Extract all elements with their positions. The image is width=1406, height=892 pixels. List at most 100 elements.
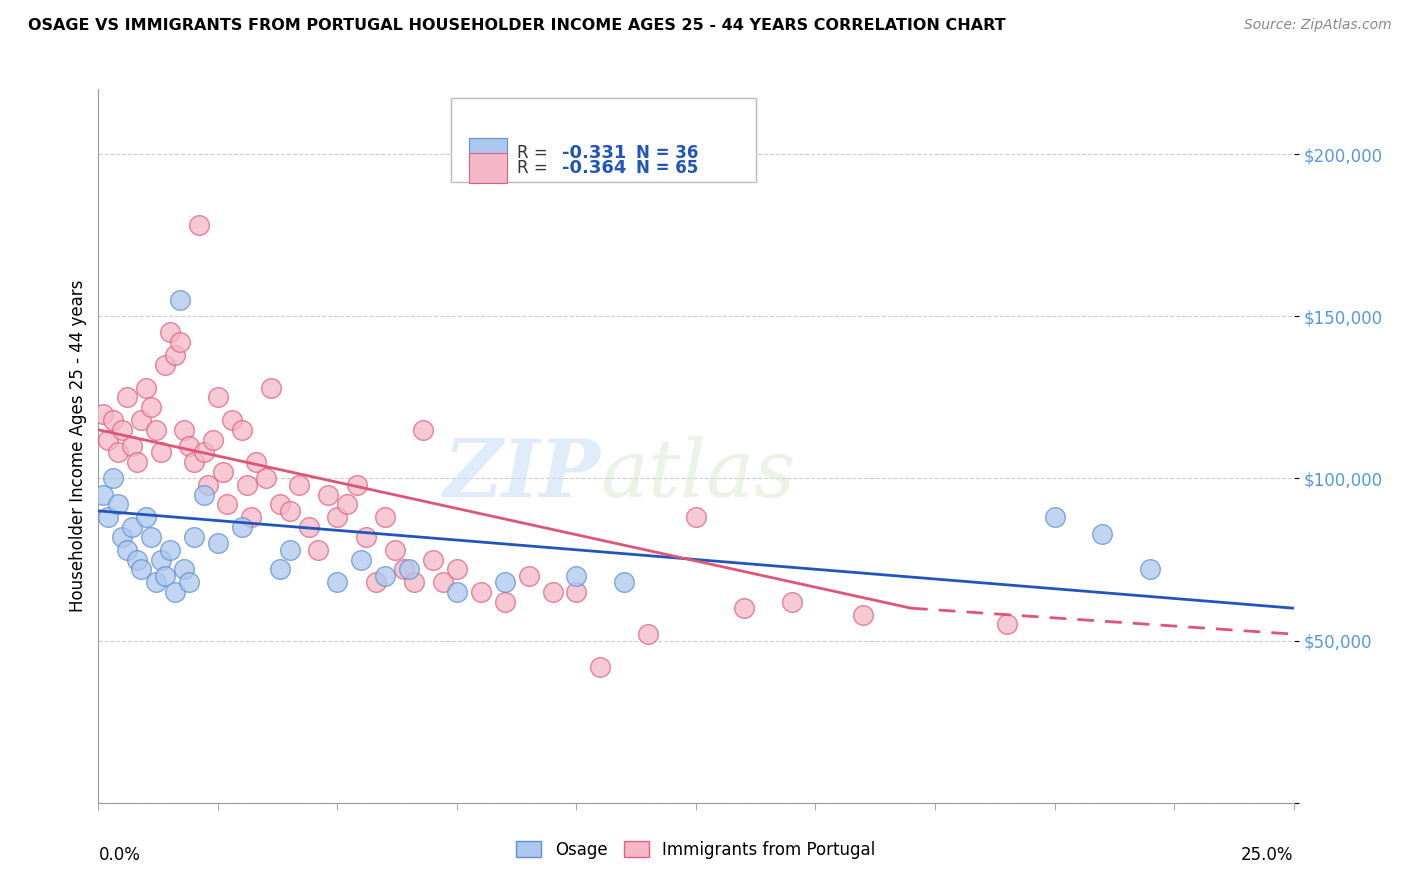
Text: R =: R = [517, 159, 553, 177]
Point [288, 478, 311, 492]
Point [231, 520, 253, 534]
Text: N = 36: N = 36 [636, 145, 699, 162]
Point [354, 530, 377, 544]
Point [121, 439, 143, 453]
Point [207, 390, 229, 404]
Point [125, 455, 148, 469]
Text: atlas: atlas [600, 436, 796, 513]
Point [326, 510, 349, 524]
Point [316, 488, 339, 502]
Point [125, 552, 148, 566]
Point [135, 381, 157, 395]
Point [183, 455, 205, 469]
Text: -0.364: -0.364 [562, 159, 627, 177]
Point [259, 381, 281, 395]
Point [402, 575, 425, 590]
Point [1043, 510, 1066, 524]
Point [173, 562, 195, 576]
Text: 0.0%: 0.0% [98, 846, 141, 863]
Text: R =: R = [517, 145, 553, 162]
Point [394, 562, 416, 576]
Point [221, 413, 243, 427]
Point [733, 601, 755, 615]
Point [202, 433, 225, 447]
Point [187, 219, 209, 233]
Point [107, 445, 129, 459]
Point [91, 488, 114, 502]
Point [149, 445, 172, 459]
Point [193, 488, 215, 502]
Point [101, 471, 124, 485]
Point [139, 400, 162, 414]
Point [197, 478, 219, 492]
Point [145, 423, 167, 437]
Point [183, 530, 205, 544]
Text: OSAGE VS IMMIGRANTS FROM PORTUGAL HOUSEHOLDER INCOME AGES 25 - 44 YEARS CORRELAT: OSAGE VS IMMIGRANTS FROM PORTUGAL HOUSEH… [28, 18, 1005, 33]
Point [173, 423, 195, 437]
Point [163, 585, 186, 599]
Point [374, 568, 396, 582]
Point [422, 552, 444, 566]
Point [131, 562, 153, 576]
Point [121, 520, 143, 534]
Point [211, 465, 233, 479]
Point [364, 575, 387, 590]
Point [278, 542, 301, 557]
Point [163, 348, 186, 362]
Text: Source: ZipAtlas.com: Source: ZipAtlas.com [1244, 18, 1392, 32]
FancyBboxPatch shape [470, 153, 508, 183]
Point [179, 439, 201, 453]
Point [307, 542, 329, 557]
Point [298, 520, 321, 534]
Point [193, 445, 215, 459]
Legend: Osage, Immigrants from Portugal: Osage, Immigrants from Portugal [510, 835, 882, 866]
Point [107, 497, 129, 511]
Point [145, 575, 167, 590]
Point [159, 542, 181, 557]
Point [115, 542, 138, 557]
Point [1139, 562, 1161, 576]
Point [97, 510, 120, 524]
Point [159, 326, 181, 340]
Point [235, 478, 257, 492]
Point [1091, 526, 1114, 541]
Point [346, 478, 368, 492]
Point [115, 390, 138, 404]
Point [446, 585, 468, 599]
Point [398, 562, 420, 576]
Point [169, 293, 191, 307]
Point [207, 536, 229, 550]
Point [412, 423, 434, 437]
Point [254, 471, 277, 485]
Point [111, 423, 134, 437]
Text: ZIP: ZIP [443, 436, 600, 513]
Point [685, 510, 707, 524]
Point [179, 575, 201, 590]
Point [111, 530, 134, 544]
Point [149, 552, 172, 566]
Point [432, 575, 454, 590]
Point [541, 585, 564, 599]
Point [494, 575, 516, 590]
Text: N = 65: N = 65 [636, 159, 699, 177]
Point [135, 510, 157, 524]
Text: 25.0%: 25.0% [1241, 846, 1294, 863]
Point [780, 595, 803, 609]
Text: -0.331: -0.331 [562, 145, 627, 162]
Point [169, 335, 191, 350]
Point [155, 358, 177, 372]
Y-axis label: Householder Income Ages 25 - 44 years: Householder Income Ages 25 - 44 years [69, 280, 87, 612]
Point [995, 617, 1018, 632]
Point [131, 413, 153, 427]
Point [336, 497, 359, 511]
Point [245, 455, 267, 469]
Point [231, 423, 253, 437]
Point [269, 497, 291, 511]
Point [565, 585, 588, 599]
Point [565, 568, 588, 582]
Point [101, 413, 124, 427]
FancyBboxPatch shape [451, 98, 756, 182]
Point [155, 568, 177, 582]
Point [494, 595, 516, 609]
Point [637, 627, 659, 641]
